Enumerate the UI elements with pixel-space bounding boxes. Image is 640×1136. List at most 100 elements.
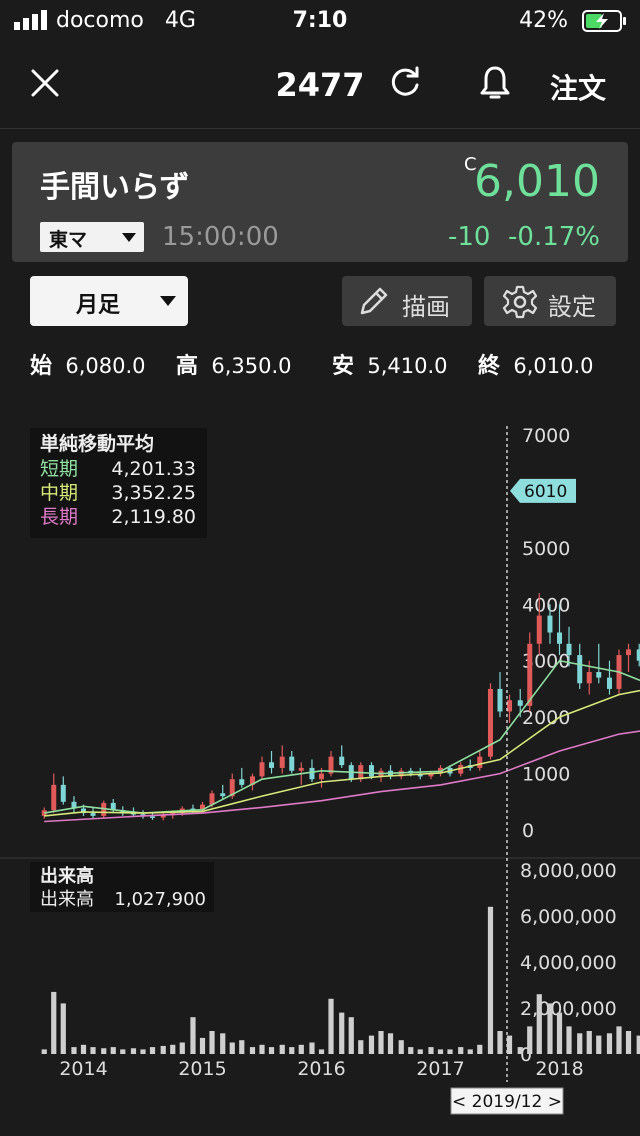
volume-bar [477, 1044, 483, 1054]
year-tick-label: 2017 [416, 1058, 464, 1080]
volume-bar [179, 1042, 185, 1054]
volume-bar [41, 1049, 47, 1054]
candle-body [269, 762, 275, 768]
period-select[interactable]: 月足 [30, 276, 188, 326]
volume-bar [596, 1035, 602, 1054]
volume-bar [190, 1017, 196, 1054]
price-tick-label: 4000 [522, 594, 570, 616]
stock-code: 2477 [275, 66, 365, 104]
carrier-name: docomo [56, 8, 144, 33]
settings-button[interactable]: 設定 [484, 276, 616, 326]
volume-bar [437, 1049, 444, 1054]
gear-icon [502, 285, 538, 319]
candle-body [110, 802, 116, 811]
chevron-down-icon [160, 296, 176, 306]
volume-bar [318, 1049, 325, 1054]
year-tick-label: 2018 [535, 1058, 583, 1080]
network-type: 4G [164, 8, 196, 33]
status-bar: docomo 4G 7:10 42% [0, 0, 640, 40]
ohlc-high: 高 6,350.0 [176, 348, 292, 380]
ma-legend-title: 単純移動平均 [40, 432, 154, 455]
open-label: 始 [30, 354, 53, 379]
volume-bar [80, 1044, 87, 1054]
volume-tick-label: 4,000,000 [520, 952, 617, 974]
candle-body [428, 773, 434, 777]
volume-bar [586, 1031, 592, 1054]
volume-legend-value: 1,027,900 [114, 889, 206, 910]
candle-body [507, 700, 513, 712]
candle-body [328, 756, 334, 774]
candle-body [71, 801, 77, 809]
draw-button[interactable]: 描画 [342, 276, 472, 326]
ma-legend-bg [30, 428, 207, 538]
volume-bar [90, 1047, 96, 1054]
volume-bar [547, 1003, 553, 1054]
volume-bar [268, 1047, 275, 1054]
order-button[interactable]: 注文 [549, 72, 606, 105]
candle-body [239, 779, 245, 785]
market-select[interactable]: 東マ [40, 222, 144, 252]
volume-bar [160, 1045, 166, 1054]
volume-bar [447, 1049, 453, 1054]
ohlc-low: 安 5,410.0 [332, 348, 448, 380]
candle-body [586, 672, 592, 684]
ohlc-open: 始 6,080.0 [30, 348, 146, 380]
volume-legend-label: 出来高 [40, 889, 94, 910]
candle-body [636, 649, 640, 661]
close-icon[interactable] [30, 68, 60, 98]
volume-bar [259, 1044, 265, 1054]
quote-time: 15:00:00 [162, 222, 279, 252]
candle-body [289, 756, 295, 771]
stock-chart[interactable]: 70006000500040003000200010000 8,000,0006… [0, 400, 640, 1136]
volume-bar [527, 1026, 533, 1054]
candle-body [81, 808, 86, 814]
low-value: 5,410.0 [367, 354, 448, 378]
carrier-label: docomo 4G [56, 8, 196, 33]
candle-body [547, 615, 553, 633]
candle-body [249, 776, 255, 785]
candle-body [626, 649, 632, 656]
close-mark: C [464, 154, 477, 175]
volume-bar [239, 1040, 245, 1054]
volume-bar [298, 1044, 304, 1054]
volume-bar [101, 1048, 107, 1054]
ma-long-label: 長期 [40, 506, 78, 528]
close-label: 終 [478, 354, 501, 379]
volume-bar [606, 1033, 613, 1054]
volume-bar [566, 1026, 572, 1054]
volume-bar [536, 994, 542, 1054]
price-change: -10 [448, 222, 491, 252]
bell-icon[interactable] [478, 64, 512, 102]
volume-bar [199, 1037, 206, 1054]
year-tick-label: 2016 [297, 1058, 345, 1080]
ma-line-long [44, 730, 640, 823]
candle-body [517, 700, 523, 706]
refresh-icon[interactable] [388, 66, 422, 100]
volume-bar [497, 1031, 503, 1054]
candle-body [259, 762, 265, 777]
ohlc-close: 終 6,010.0 [478, 348, 594, 380]
price-change-percent: -0.17% [508, 222, 600, 252]
cursor-date-bg [450, 1087, 564, 1115]
candle-body [120, 810, 126, 814]
volume-bar [170, 1044, 176, 1054]
price-tick-label: 1000 [522, 764, 570, 786]
volume-bar [625, 1031, 632, 1054]
candle-body [417, 773, 423, 777]
candle-body [279, 756, 285, 768]
time-axis: 201420152016201720182019 [59, 1058, 583, 1080]
volume-bar [209, 1031, 215, 1054]
price-tick-label: 3000 [522, 651, 570, 673]
volume-bar [616, 1026, 622, 1054]
low-label: 安 [332, 354, 355, 379]
candle-body [200, 804, 205, 811]
volume-bar [309, 1042, 315, 1054]
moving-average-lines [44, 659, 640, 823]
period-label: 月足 [76, 293, 121, 318]
volume-bar [368, 1035, 375, 1054]
current-price: 6,010 [474, 156, 600, 207]
volume-bar [60, 1003, 66, 1054]
volume-bar [348, 1017, 354, 1054]
volume-bar [487, 906, 494, 1054]
volume-bar [229, 1042, 235, 1054]
